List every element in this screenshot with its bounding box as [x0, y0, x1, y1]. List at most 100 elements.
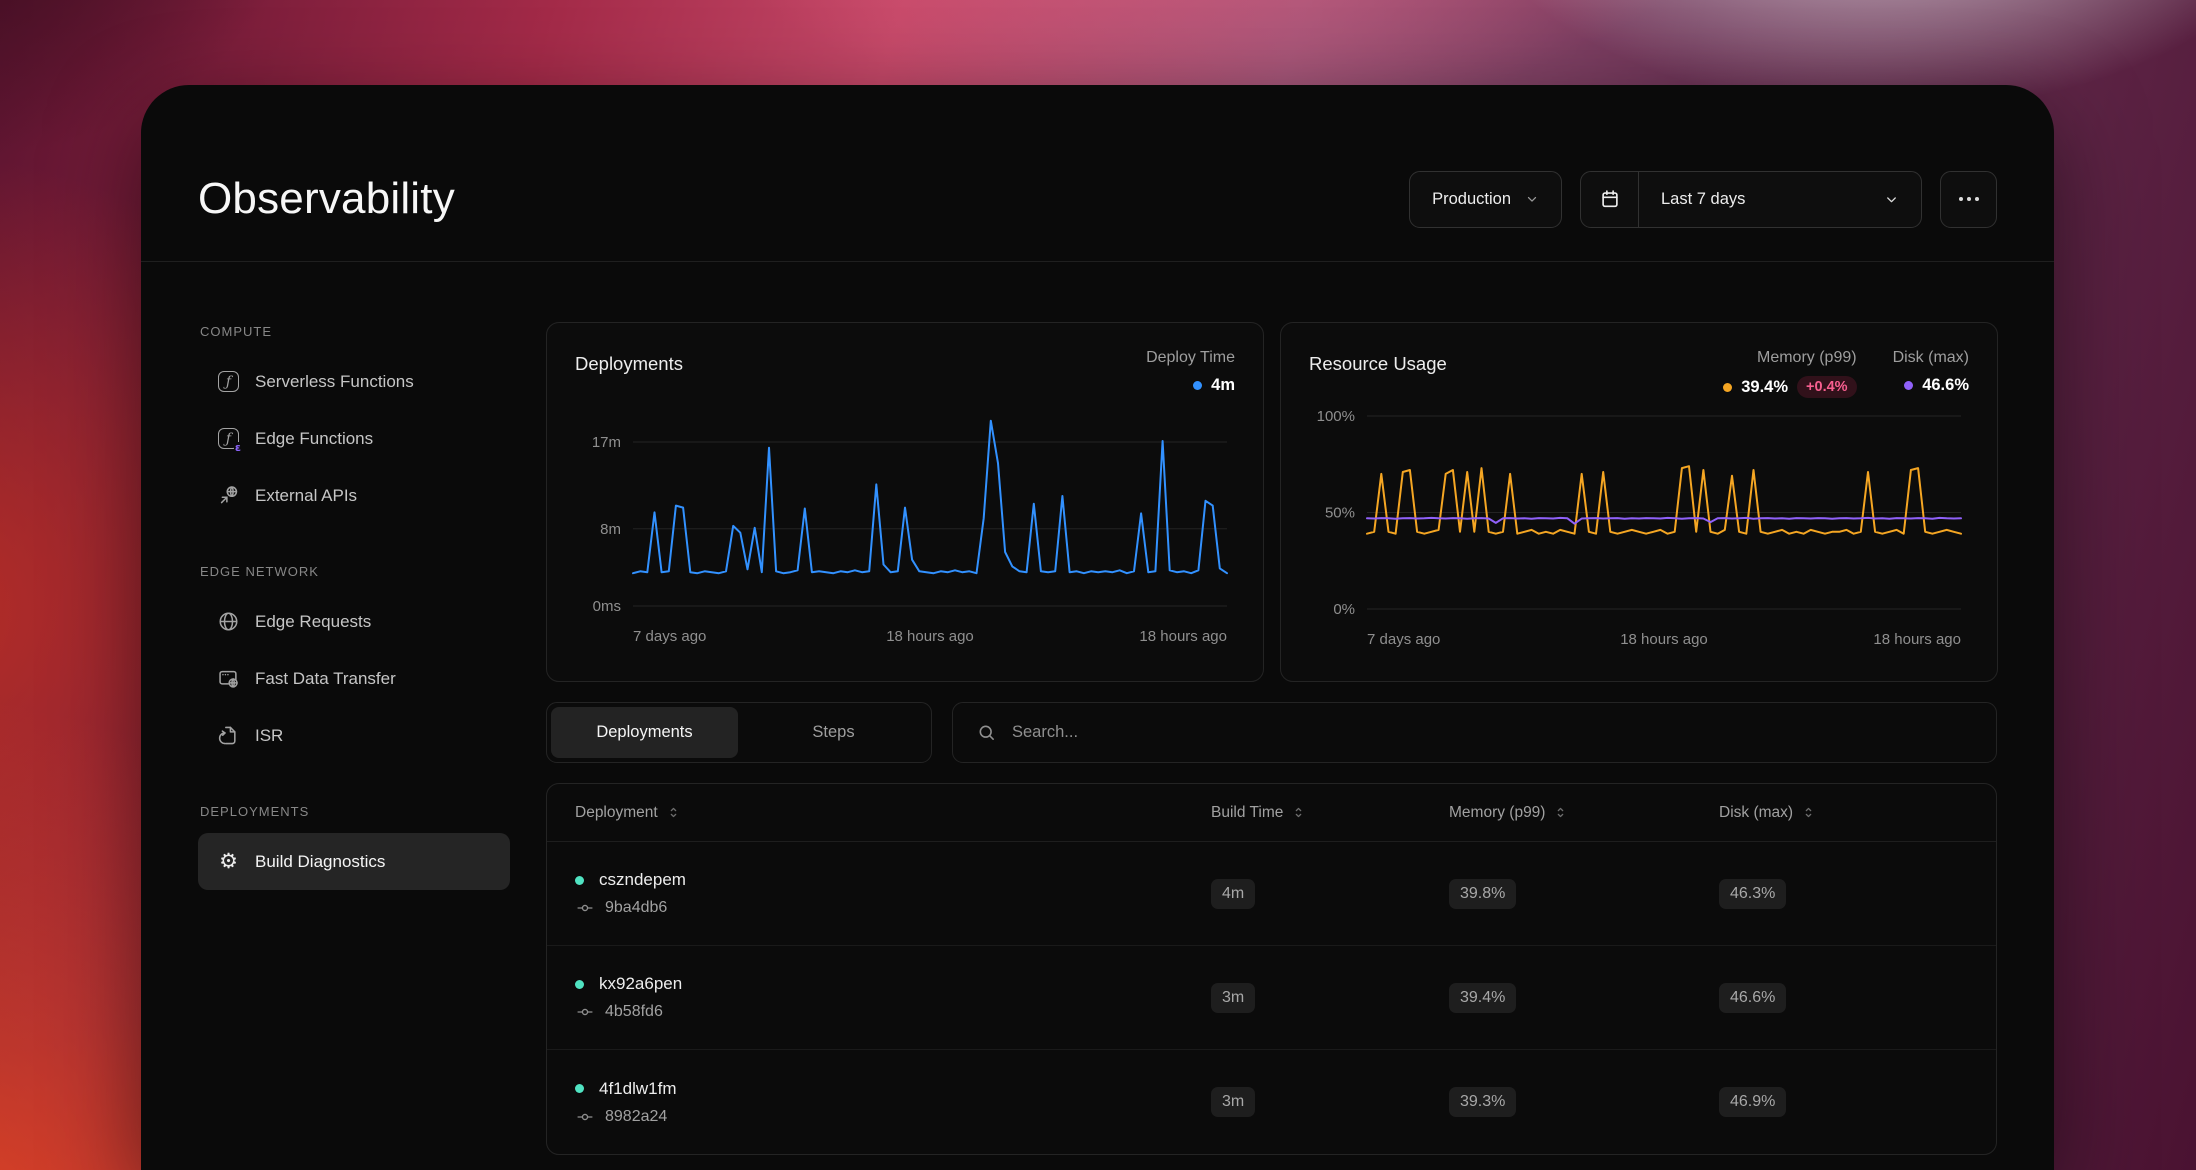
sidebar-section-edge-network: EDGE NETWORK: [198, 564, 546, 579]
sidebar-item-label: External APIs: [255, 486, 357, 506]
table-row[interactable]: 4f1dlw1fm 8982a24 3m 39.3% 46.9%: [547, 1050, 1996, 1154]
resource-usage-chart-card: Resource Usage Memory (p99) 39.4% +0.4%: [1280, 322, 1998, 682]
legend-dot-purple: [1904, 381, 1913, 390]
sidebar-item-label: Edge Functions: [255, 429, 373, 449]
memory-badge: 39.8%: [1449, 879, 1516, 909]
sort-icon: [1802, 806, 1815, 819]
table-header: Deployment Build Time Memory (p99) Disk …: [547, 784, 1996, 842]
sidebar-item-label: Edge Requests: [255, 612, 371, 632]
ellipsis-icon: [1959, 197, 1979, 201]
card-title: Deployments: [575, 349, 683, 375]
sidebar-item-label: Fast Data Transfer: [255, 669, 396, 689]
sidebar-item-build-diagnostics[interactable]: ⚙ Build Diagnostics: [198, 833, 510, 890]
git-commit-icon: [576, 899, 594, 917]
date-range-value[interactable]: Last 7 days: [1639, 172, 1921, 227]
build-time-badge: 4m: [1211, 879, 1255, 909]
function-icon: ƒ: [217, 370, 240, 393]
transfer-icon: [217, 667, 240, 690]
date-range-selector[interactable]: Last 7 days: [1580, 171, 1922, 228]
external-api-icon: [217, 484, 240, 507]
svg-text:18 hours ago: 18 hours ago: [1873, 631, 1961, 648]
environment-label: Production: [1432, 190, 1511, 209]
search-icon: [977, 723, 996, 742]
sidebar-item-external-apis[interactable]: External APIs: [198, 467, 510, 524]
sidebar-section-deployments: DEPLOYMENTS: [198, 804, 546, 819]
resource-usage-chart: 100%50%0%7 days ago18 hours ago18 hours …: [1309, 404, 1969, 661]
window-header: Observability Production Last 7 days: [141, 85, 2054, 261]
search-bar[interactable]: [952, 702, 1997, 763]
tab-steps[interactable]: Steps: [740, 707, 927, 758]
deployment-cell: cszndepem 9ba4db6: [575, 870, 1211, 917]
sidebar-item-fast-data-transfer[interactable]: Fast Data Transfer: [198, 650, 510, 707]
deployments-table: Deployment Build Time Memory (p99) Disk …: [546, 783, 1997, 1155]
main-content: Deployments Deploy Time 4m: [546, 322, 1997, 1155]
disk-badge: 46.9%: [1719, 1087, 1786, 1117]
deployment-name: kx92a6pen: [599, 974, 682, 994]
git-commit-icon: [576, 1108, 594, 1126]
observability-window: Observability Production Last 7 days: [141, 85, 2054, 1170]
legend-series-name: Disk (max): [1893, 349, 1969, 367]
commit-hash: 4b58fd6: [605, 1003, 663, 1021]
svg-text:8m: 8m: [600, 521, 621, 538]
legend-series-value: 4m: [1211, 376, 1235, 395]
deployments-chart-card: Deployments Deploy Time 4m: [546, 322, 1264, 682]
build-time-badge: 3m: [1211, 1087, 1255, 1117]
svg-text:0%: 0%: [1333, 601, 1355, 618]
globe-icon: [217, 610, 240, 633]
desktop-background: { "page": { "title": "Observability" }, …: [0, 0, 2196, 1170]
svg-text:17m: 17m: [592, 434, 621, 451]
sidebar-section-compute: COMPUTE: [198, 324, 546, 339]
svg-text:7 days ago: 7 days ago: [633, 628, 706, 645]
table-body: cszndepem 9ba4db6 4m 39.8% 46.3% kx92a6p…: [547, 842, 1996, 1154]
chevron-down-icon: [1525, 192, 1539, 206]
memory-badge: 39.4%: [1449, 983, 1516, 1013]
table-row[interactable]: kx92a6pen 4b58fd6 3m 39.4% 46.6%: [547, 946, 1996, 1050]
svg-text:18 hours ago: 18 hours ago: [1620, 631, 1708, 648]
calendar-icon[interactable]: [1581, 172, 1639, 227]
svg-text:100%: 100%: [1317, 408, 1355, 425]
sort-icon: [1554, 806, 1567, 819]
sidebar-item-serverless-functions[interactable]: ƒ Serverless Functions: [198, 353, 510, 410]
build-time-badge: 3m: [1211, 983, 1255, 1013]
deployment-name: cszndepem: [599, 870, 686, 890]
legend-dot-orange: [1723, 383, 1732, 392]
edge-function-icon: ƒε: [217, 427, 240, 450]
table-row[interactable]: cszndepem 9ba4db6 4m 39.8% 46.3%: [547, 842, 1996, 946]
disk-badge: 46.6%: [1719, 983, 1786, 1013]
gear-icon: ⚙: [217, 850, 240, 873]
chevron-down-icon: [1884, 192, 1899, 207]
sidebar-item-edge-functions[interactable]: ƒε Edge Functions: [198, 410, 510, 467]
git-commit-icon: [576, 1003, 594, 1021]
tab-group: Deployments Steps: [546, 702, 932, 763]
svg-text:0ms: 0ms: [593, 598, 621, 615]
sort-icon: [667, 806, 680, 819]
column-header-disk[interactable]: Disk (max): [1719, 804, 1968, 822]
svg-text:18 hours ago: 18 hours ago: [1139, 628, 1227, 645]
column-header-build-time[interactable]: Build Time: [1211, 804, 1449, 822]
deployment-name: 4f1dlw1fm: [599, 1079, 676, 1099]
more-options-button[interactable]: [1940, 171, 1997, 228]
list-toolbar: Deployments Steps: [546, 702, 1997, 763]
refresh-doc-icon: [217, 724, 240, 747]
deployment-cell: 4f1dlw1fm 8982a24: [575, 1079, 1211, 1126]
status-dot: [575, 980, 584, 989]
status-dot: [575, 876, 584, 885]
sidebar-item-label: ISR: [255, 726, 283, 746]
legend-series-name: Memory (p99): [1723, 349, 1856, 367]
commit-hash: 9ba4db6: [605, 899, 667, 917]
tab-deployments[interactable]: Deployments: [551, 707, 738, 758]
column-header-deployment[interactable]: Deployment: [575, 804, 1211, 822]
sidebar-item-edge-requests[interactable]: Edge Requests: [198, 593, 510, 650]
search-input[interactable]: [1012, 723, 1972, 742]
sidebar-item-isr[interactable]: ISR: [198, 707, 510, 764]
date-range-label: Last 7 days: [1661, 190, 1745, 209]
commit-hash: 8982a24: [605, 1108, 667, 1126]
sidebar-item-label: Serverless Functions: [255, 372, 414, 392]
legend-series-value: 46.6%: [1922, 376, 1969, 395]
column-header-memory[interactable]: Memory (p99): [1449, 804, 1719, 822]
card-title: Resource Usage: [1309, 349, 1447, 375]
legend-series-value: 39.4%: [1741, 378, 1788, 397]
environment-selector[interactable]: Production: [1409, 171, 1562, 228]
memory-badge: 39.3%: [1449, 1087, 1516, 1117]
page-title: Observability: [198, 174, 455, 224]
